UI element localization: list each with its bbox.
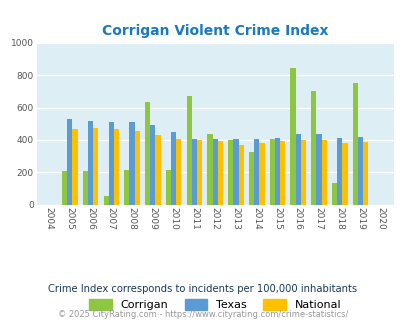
Bar (279, 141, 285, 205)
Bar (124, 170, 129, 205)
Bar (176, 139, 181, 205)
Bar (228, 140, 233, 205)
Bar (72, 129, 77, 205)
Title: Corrigan Violent Crime Index: Corrigan Violent Crime Index (102, 23, 328, 38)
Bar (171, 132, 176, 205)
Bar (238, 145, 243, 205)
Bar (186, 96, 191, 205)
Bar (290, 68, 295, 205)
Bar (362, 142, 367, 205)
Bar (155, 135, 160, 205)
Bar (341, 143, 347, 205)
Bar (191, 139, 196, 205)
Bar (145, 102, 150, 205)
Bar (352, 83, 357, 205)
Bar (233, 140, 238, 205)
Text: Crime Index corresponds to incidents per 100,000 inhabitants: Crime Index corresponds to incidents per… (48, 284, 357, 294)
Bar (165, 170, 171, 205)
Legend: Corrigan, Texas, National: Corrigan, Texas, National (85, 294, 345, 314)
Bar (248, 152, 254, 205)
Bar (114, 129, 119, 205)
Bar (295, 134, 300, 205)
Bar (88, 121, 93, 205)
Bar (207, 134, 212, 205)
Bar (196, 140, 202, 205)
Bar (83, 172, 88, 205)
Bar (67, 119, 72, 205)
Bar (321, 140, 326, 205)
Bar (259, 143, 264, 205)
Bar (274, 138, 279, 205)
Bar (300, 140, 305, 205)
Bar (62, 171, 67, 205)
Bar (331, 183, 337, 205)
Text: © 2025 CityRating.com - https://www.cityrating.com/crime-statistics/: © 2025 CityRating.com - https://www.city… (58, 310, 347, 319)
Bar (93, 128, 98, 205)
Bar (150, 124, 155, 205)
Bar (134, 131, 140, 205)
Bar (357, 137, 362, 205)
Bar (315, 134, 321, 205)
Bar (217, 141, 222, 205)
Bar (212, 139, 217, 205)
Bar (254, 139, 259, 205)
Bar (109, 122, 114, 205)
Bar (129, 122, 134, 205)
Bar (103, 196, 109, 205)
Bar (311, 91, 315, 205)
Bar (269, 139, 274, 205)
Bar (337, 138, 341, 205)
